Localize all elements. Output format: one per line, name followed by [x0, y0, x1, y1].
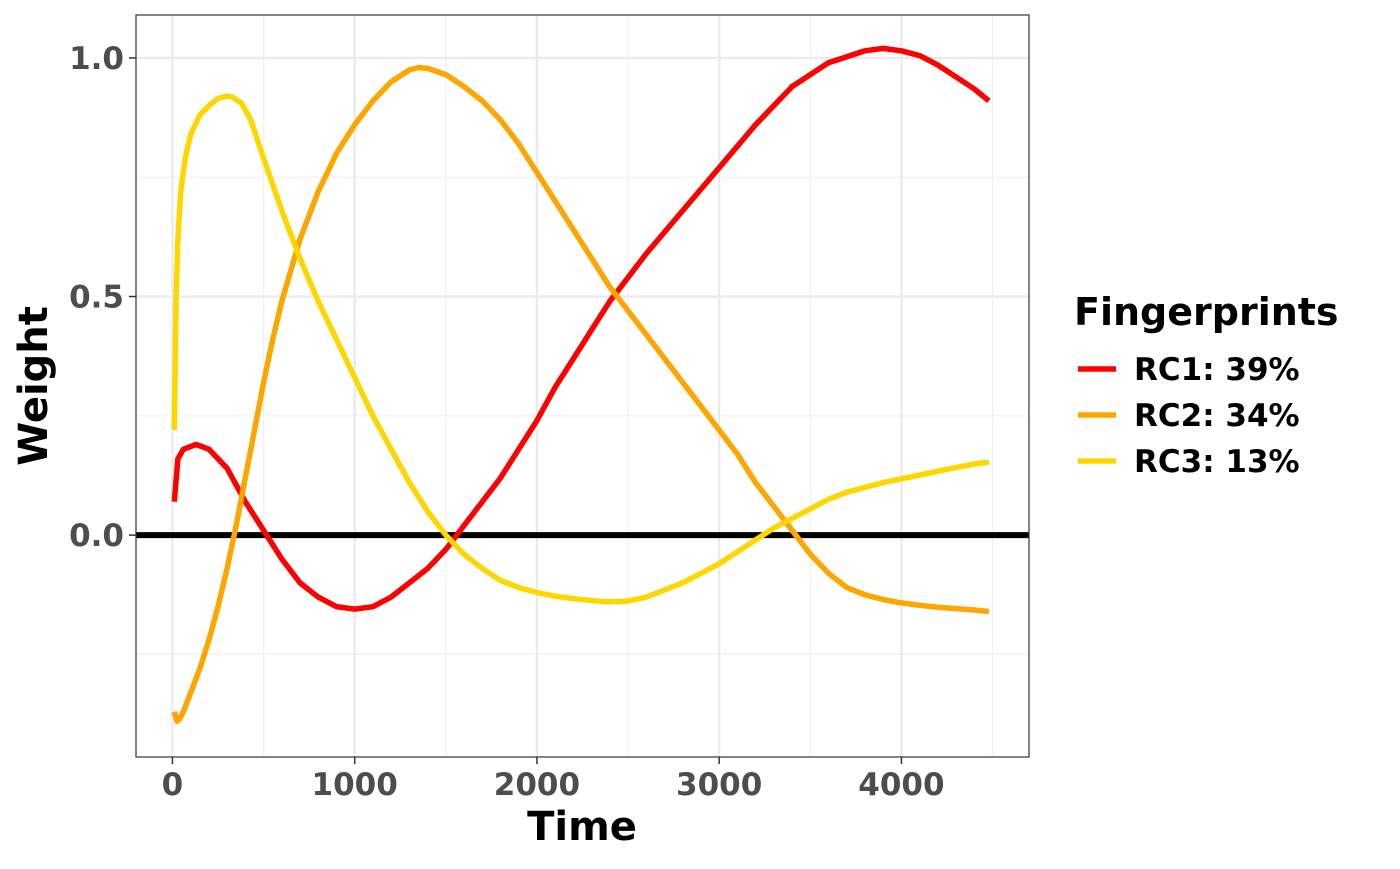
x-tick-label: 0	[162, 767, 184, 803]
x-axis-ticks: 0 1000 2000 3000 4000	[162, 757, 945, 803]
plot-border	[135, 14, 1030, 758]
x-tick-label: 1000	[312, 767, 398, 803]
series-line-rc2	[171, 64, 990, 724]
legend: Fingerprints RC1: 39% RC2: 34% RC3: 13%	[1074, 290, 1339, 480]
series-line-rc3	[171, 93, 990, 605]
x-tick-label: 4000	[858, 767, 944, 803]
y-tick-label: 0.5	[69, 280, 124, 316]
y-tick-label: 0.0	[69, 518, 124, 554]
y-tick-label: 1.0	[69, 41, 124, 77]
y-axis-ticks: 0.0 0.5 1.0	[69, 41, 136, 554]
x-tick-label: 3000	[676, 767, 762, 803]
legend-label-rc1: RC1: 39%	[1134, 352, 1300, 388]
legend-label-rc2: RC2: 34%	[1134, 398, 1300, 434]
series-lines	[171, 45, 991, 724]
y-axis-title: Weight	[11, 306, 57, 466]
series-line-rc1	[171, 45, 991, 612]
legend-label-rc3: RC3: 13%	[1134, 444, 1300, 480]
x-axis-title: Time	[527, 804, 637, 850]
legend-items: RC1: 39% RC2: 34% RC3: 13%	[1078, 352, 1300, 480]
legend-title: Fingerprints	[1074, 290, 1339, 334]
plot-panel	[136, 15, 1029, 757]
x-tick-label: 2000	[494, 767, 580, 803]
